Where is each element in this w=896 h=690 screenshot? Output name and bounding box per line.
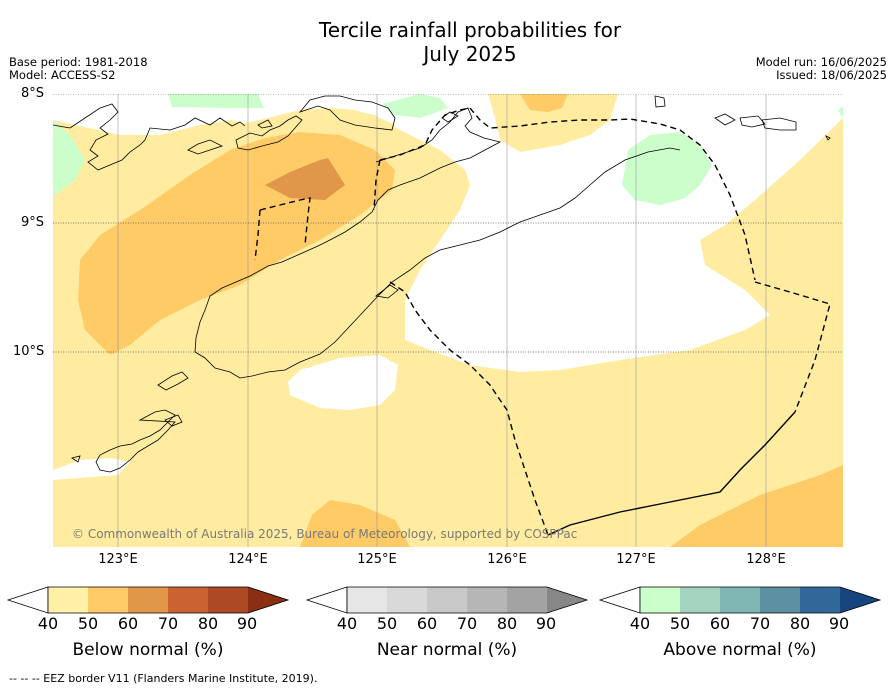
cb1-tick-60: 60 — [416, 614, 438, 633]
cb1-tick-90: 90 — [535, 614, 557, 633]
colorbar-segment — [88, 587, 128, 613]
lon-label-127e: 127°E — [616, 552, 656, 567]
colorbar-segment — [427, 587, 467, 613]
issued-date: Issued: 18/06/2025 — [776, 68, 887, 82]
cb0-tick-50: 50 — [77, 614, 99, 633]
graticule — [117, 94, 767, 547]
lon-label-124e: 124°E — [228, 552, 268, 567]
title-line-2: July 2025 — [423, 42, 517, 66]
graticule-lat — [53, 94, 843, 353]
cb2-tick-60: 60 — [709, 614, 731, 633]
colorbar-outline — [639, 586, 882, 614]
model-run: Model run: 16/06/2025 — [755, 55, 887, 69]
colorbar-extend-low — [305, 586, 348, 614]
colorbar-segment — [48, 587, 88, 613]
colorbar-segment — [347, 587, 387, 613]
colorbar-extend-high — [248, 587, 288, 613]
lon-label-125e: 125°E — [357, 552, 397, 567]
lon-label-126e: 126°E — [487, 552, 527, 567]
colorbar-extend-low — [598, 586, 641, 614]
lat-label-9s: 9°S — [21, 215, 45, 230]
base-period: Base period: 1981-2018 — [9, 55, 148, 69]
lon-label-123e: 123°E — [98, 552, 138, 567]
above-40-50-east — [622, 132, 712, 205]
below-50-60-southeast — [670, 465, 843, 547]
below-40-50-north-band — [130, 108, 395, 165]
above-40-50-top-mid — [382, 94, 448, 118]
white-area-south — [288, 355, 398, 410]
above-40-50-east-tip — [838, 106, 843, 118]
white-area-southwest — [53, 458, 130, 480]
cb0-tick-40: 40 — [37, 614, 59, 633]
below-50-60-top — [520, 94, 568, 112]
colorbar-segment — [387, 587, 427, 613]
cb0-tick-70: 70 — [157, 614, 179, 633]
colorbar-near-normal — [305, 586, 589, 614]
colorbar-outline — [346, 586, 589, 614]
copyright: © Commonwealth of Australia 2025, Bureau… — [72, 527, 578, 541]
eez-border — [254, 107, 831, 536]
colorbar-title-above: Above normal (%) — [663, 640, 817, 660]
cb0-tick-90: 90 — [236, 614, 258, 633]
map-title: Tercile rainfall probabilities for July … — [0, 18, 896, 66]
colorbar-segment — [507, 587, 547, 613]
cb2-tick-50: 50 — [669, 614, 691, 633]
colorbars — [6, 586, 882, 614]
colorbar-extend-high — [547, 587, 587, 613]
colorbar-segment — [760, 587, 800, 613]
lat-label-8s: 8°S — [21, 86, 45, 101]
colorbar-segment — [680, 587, 720, 613]
cb0-tick-80: 80 — [197, 614, 219, 633]
colorbar-above-normal — [598, 586, 882, 614]
colorbar-title-below: Below normal (%) — [72, 640, 224, 660]
colorbar-title-near: Near normal (%) — [376, 640, 518, 660]
cb2-tick-70: 70 — [749, 614, 771, 633]
colorbar-extend-high — [840, 587, 880, 613]
colorbar-segment — [208, 587, 248, 613]
colorbar-segment — [720, 587, 760, 613]
above-40-50-west — [53, 120, 85, 195]
cb1-tick-50: 50 — [376, 614, 398, 633]
colorbar-below-normal — [6, 586, 290, 614]
lon-label-128e: 128°E — [746, 552, 786, 567]
colorbar-extend-low — [6, 586, 49, 614]
title-line-1: Tercile rainfall probabilities for — [318, 18, 622, 42]
colorbar-outline — [47, 586, 290, 614]
cb1-tick-70: 70 — [456, 614, 478, 633]
lat-label-10s: 10°S — [13, 344, 45, 359]
cb0-tick-60: 60 — [117, 614, 139, 633]
model-name: Model: ACCESS-S2 — [9, 68, 116, 82]
meta-left: Base period: 1981-2018 Model: ACCESS-S2 — [9, 56, 148, 82]
meta-right: Model run: 16/06/2025 Issued: 18/06/2025 — [756, 56, 887, 82]
colorbar-segment — [800, 587, 840, 613]
colorbar-segment — [467, 587, 507, 613]
coastlines — [53, 95, 831, 473]
above-40-50-top-left — [168, 94, 264, 108]
below-40-50-timor-top — [488, 94, 618, 152]
cb1-tick-80: 80 — [496, 614, 518, 633]
cb1-tick-40: 40 — [336, 614, 358, 633]
below-50-60-south — [300, 500, 410, 547]
cb2-tick-90: 90 — [828, 614, 850, 633]
cb2-tick-40: 40 — [629, 614, 651, 633]
footer-note: -- -- -- EEZ border V11 (Flanders Marine… — [9, 672, 318, 685]
cb2-tick-80: 80 — [789, 614, 811, 633]
colorbar-segment — [640, 587, 680, 613]
colorbar-segment — [128, 587, 168, 613]
colorbar-segment — [168, 587, 208, 613]
below-60-70-area — [265, 158, 345, 200]
